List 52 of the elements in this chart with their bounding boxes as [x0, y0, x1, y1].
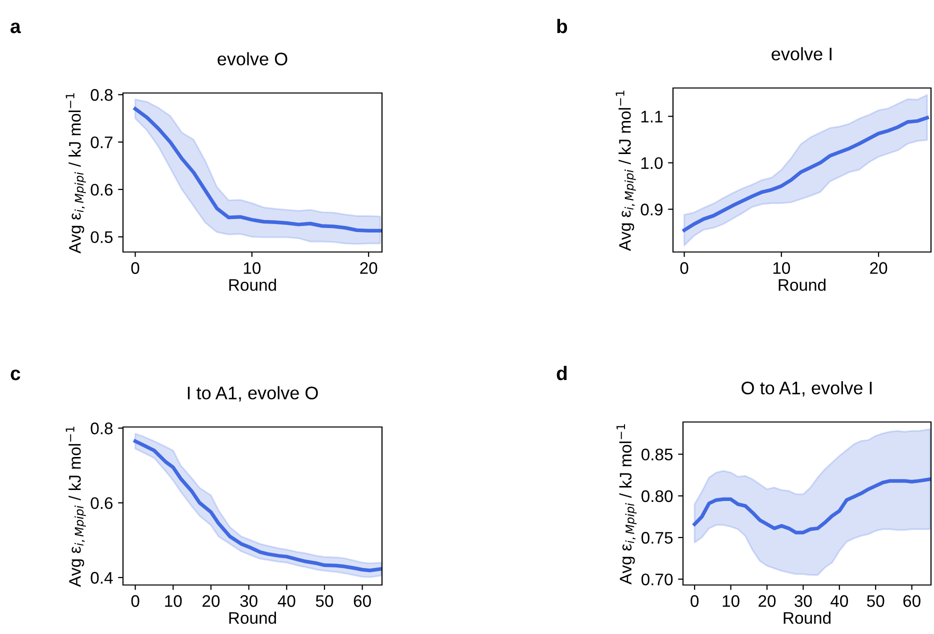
text: b — [557, 18, 568, 34]
x-tick-label: 10 — [722, 595, 740, 607]
x-tick-label: 40 — [830, 595, 848, 607]
x-tick-label: 60 — [903, 595, 920, 607]
line-series — [682, 116, 929, 232]
y-axis-title: Avg ε$_{i,Mpipi}$ / kJ mol$^{−1}$ — [616, 90, 636, 251]
x-tick-label: 20 — [360, 262, 378, 274]
x-tick-label: 20 — [870, 262, 888, 274]
x-tick-label: 0 — [690, 595, 699, 607]
x-tick-label: 0 — [131, 595, 140, 607]
y-tick-label: 0.4 — [90, 572, 113, 584]
y-tick-label: 1.0 — [641, 157, 663, 169]
y-tick-label: 1.1 — [641, 110, 662, 122]
x-tick-label: 60 — [354, 595, 371, 607]
y-tick-label: 0.75 — [641, 532, 673, 544]
x-tick-label: 50 — [316, 595, 334, 607]
x-tick-label: 10 — [773, 262, 790, 274]
line-series — [692, 477, 931, 534]
chart-title: O to A1, evolve I — [742, 381, 872, 397]
x-axis-title: Round — [784, 612, 830, 624]
x-axis-title: Round — [778, 278, 826, 291]
text: d — [556, 366, 567, 380]
x-tick-label: 10 — [244, 262, 261, 274]
y-tick-label: 0.85 — [641, 448, 673, 460]
y-tick-label: 0.80 — [641, 490, 673, 502]
x-tick-label: 10 — [165, 595, 182, 607]
x-tick-label: 30 — [240, 595, 258, 607]
y-tick-label: 0.6 — [90, 184, 113, 196]
y-tick-label: 0.8 — [90, 89, 113, 101]
y-tick-label: 0.7 — [90, 136, 112, 148]
x-tick-label: 20 — [202, 595, 220, 607]
text: a — [10, 22, 21, 34]
y-axis-title: Avg ε$_{i,Mpipi}$ / kJ mol$^{−1}$ — [66, 93, 86, 254]
y-tick-label: 0.70 — [641, 574, 673, 586]
chart-title: evolve I — [772, 47, 832, 60]
y-tick-label: 0.5 — [90, 231, 113, 244]
y-tick-label: 0.8 — [90, 422, 113, 434]
chart-title: evolve O — [218, 52, 288, 66]
y-axis-title: Avg ε$_{i,Mpipi}$ / kJ mol$^{−1}$ — [66, 426, 86, 587]
x-axis-title: Round — [229, 278, 276, 291]
x-tick-label: 0 — [680, 262, 688, 274]
x-tick-label: 0 — [131, 262, 140, 274]
chart-title: I to A1, evolve O — [188, 386, 318, 402]
y-tick-label: 0.9 — [640, 204, 662, 216]
y-tick-label: 0.6 — [90, 497, 113, 510]
x-tick-label: 40 — [278, 595, 296, 607]
x-axis-title: Round — [229, 612, 276, 624]
x-tick-label: 20 — [758, 595, 776, 607]
x-tick-label: 50 — [867, 595, 884, 607]
y-axis-title: Avg ε$_{i,Mpipi}$ / kJ mol$^{−1}$ — [616, 424, 637, 584]
text: c — [10, 370, 20, 380]
x-tick-label: 30 — [794, 595, 812, 607]
